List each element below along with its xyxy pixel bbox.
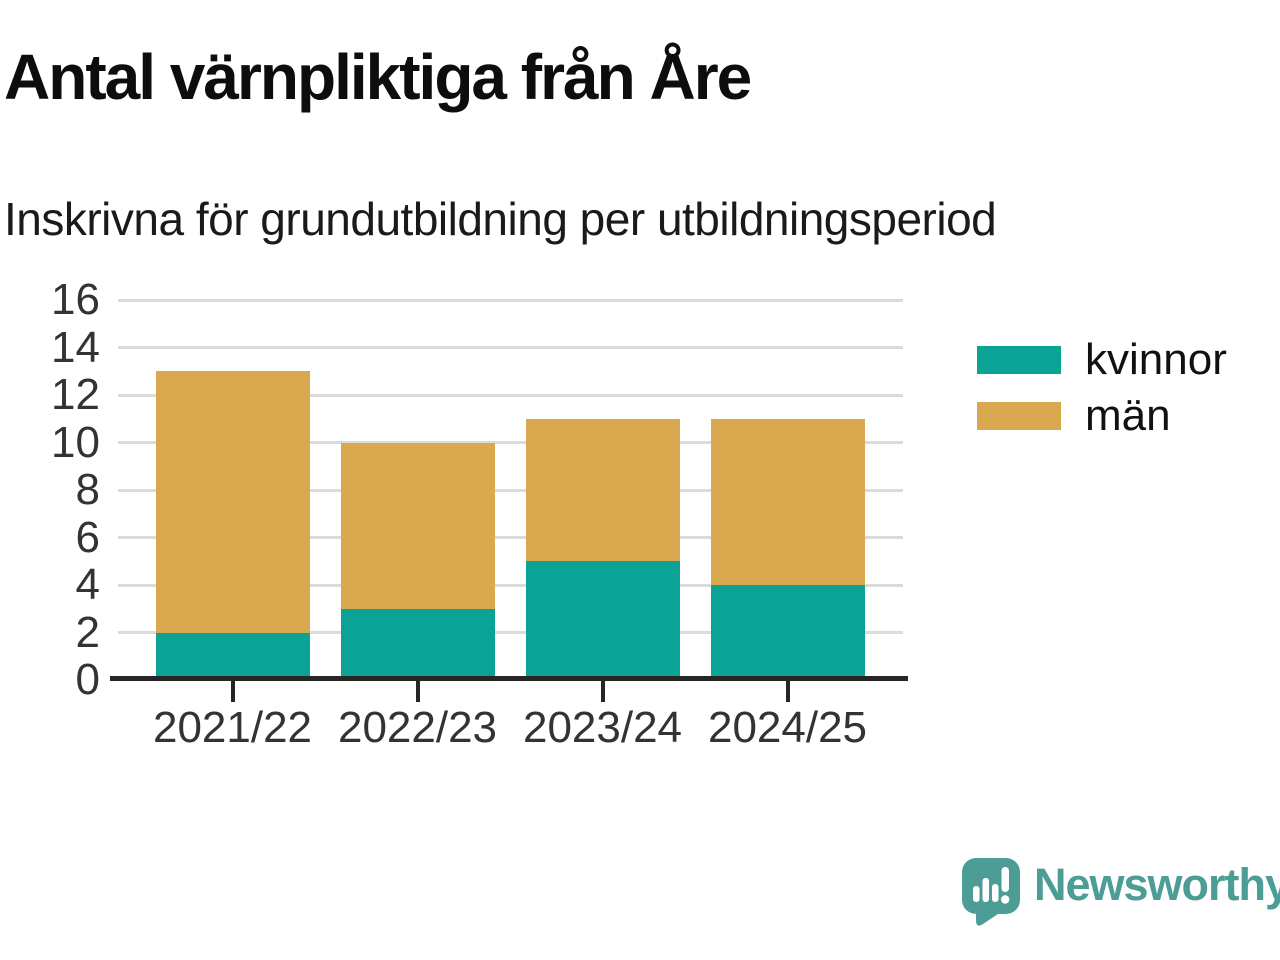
gridline-16: [118, 298, 903, 302]
x-axis-line: [110, 676, 908, 681]
newsworthy-bubble-chart-icon: [962, 858, 1020, 926]
gridline-10: [118, 441, 903, 444]
legend-label-kvinnor: kvinnor: [1085, 335, 1227, 384]
y-tick-label-12: 12: [51, 370, 100, 419]
bar-2024/25-kvinnor: [710, 585, 865, 680]
gridline-4: [118, 583, 903, 587]
y-tick-label-10: 10: [51, 417, 100, 467]
x-tick-label-2022/23: 2022/23: [337, 703, 498, 752]
gridline-2: [118, 631, 903, 634]
gridline-12: [118, 393, 903, 397]
bar-2022/23-män: [340, 442, 495, 609]
x-tick-label-2024/25: 2024/25: [707, 703, 868, 752]
page-title: Antal värnpliktiga från Åre: [4, 41, 752, 113]
newsworthy-logo: Newsworthy: [962, 858, 1280, 926]
y-tick-label-2: 2: [75, 607, 100, 657]
y-tick-label-4: 4: [75, 560, 100, 609]
legend-item-man: män: [977, 391, 1227, 440]
gridline-14: [118, 346, 903, 349]
x-tick-2021/22: [230, 676, 235, 702]
x-tick-label-2023/24: 2023/24: [522, 703, 683, 752]
legend-item-kvinnor: kvinnor: [977, 335, 1227, 384]
legend: kvinnor män: [977, 335, 1227, 458]
legend-swatch-kvinnor: [977, 346, 1061, 374]
y-tick-label-0: 0: [75, 655, 100, 704]
bar-2021/22-kvinnor: [155, 632, 310, 680]
bar-2023/24-kvinnor: [525, 561, 680, 680]
chart-subtitle: Inskrivna för grundutbildning per utbild…: [4, 193, 997, 245]
bar-2023/24-män: [525, 418, 680, 562]
newsworthy-wordmark: Newsworthy: [1034, 859, 1280, 910]
y-tick-label-6: 6: [75, 512, 100, 562]
gridline-6: [118, 536, 903, 539]
x-tick-2022/23: [415, 676, 420, 702]
bar-2021/22-män: [155, 371, 310, 633]
y-tick-label-8: 8: [75, 465, 100, 514]
legend-swatch-man: [977, 402, 1061, 430]
bar-2024/25-män: [710, 418, 865, 585]
bar-2022/23-kvinnor: [340, 608, 495, 680]
x-tick-2024/25: [785, 676, 790, 702]
y-tick-label-16: 16: [51, 275, 100, 324]
y-tick-label-14: 14: [51, 322, 100, 372]
x-tick-label-2021/22: 2021/22: [152, 703, 313, 752]
gridline-8: [118, 488, 903, 492]
x-tick-2023/24: [600, 676, 605, 702]
legend-label-man: män: [1085, 391, 1171, 440]
